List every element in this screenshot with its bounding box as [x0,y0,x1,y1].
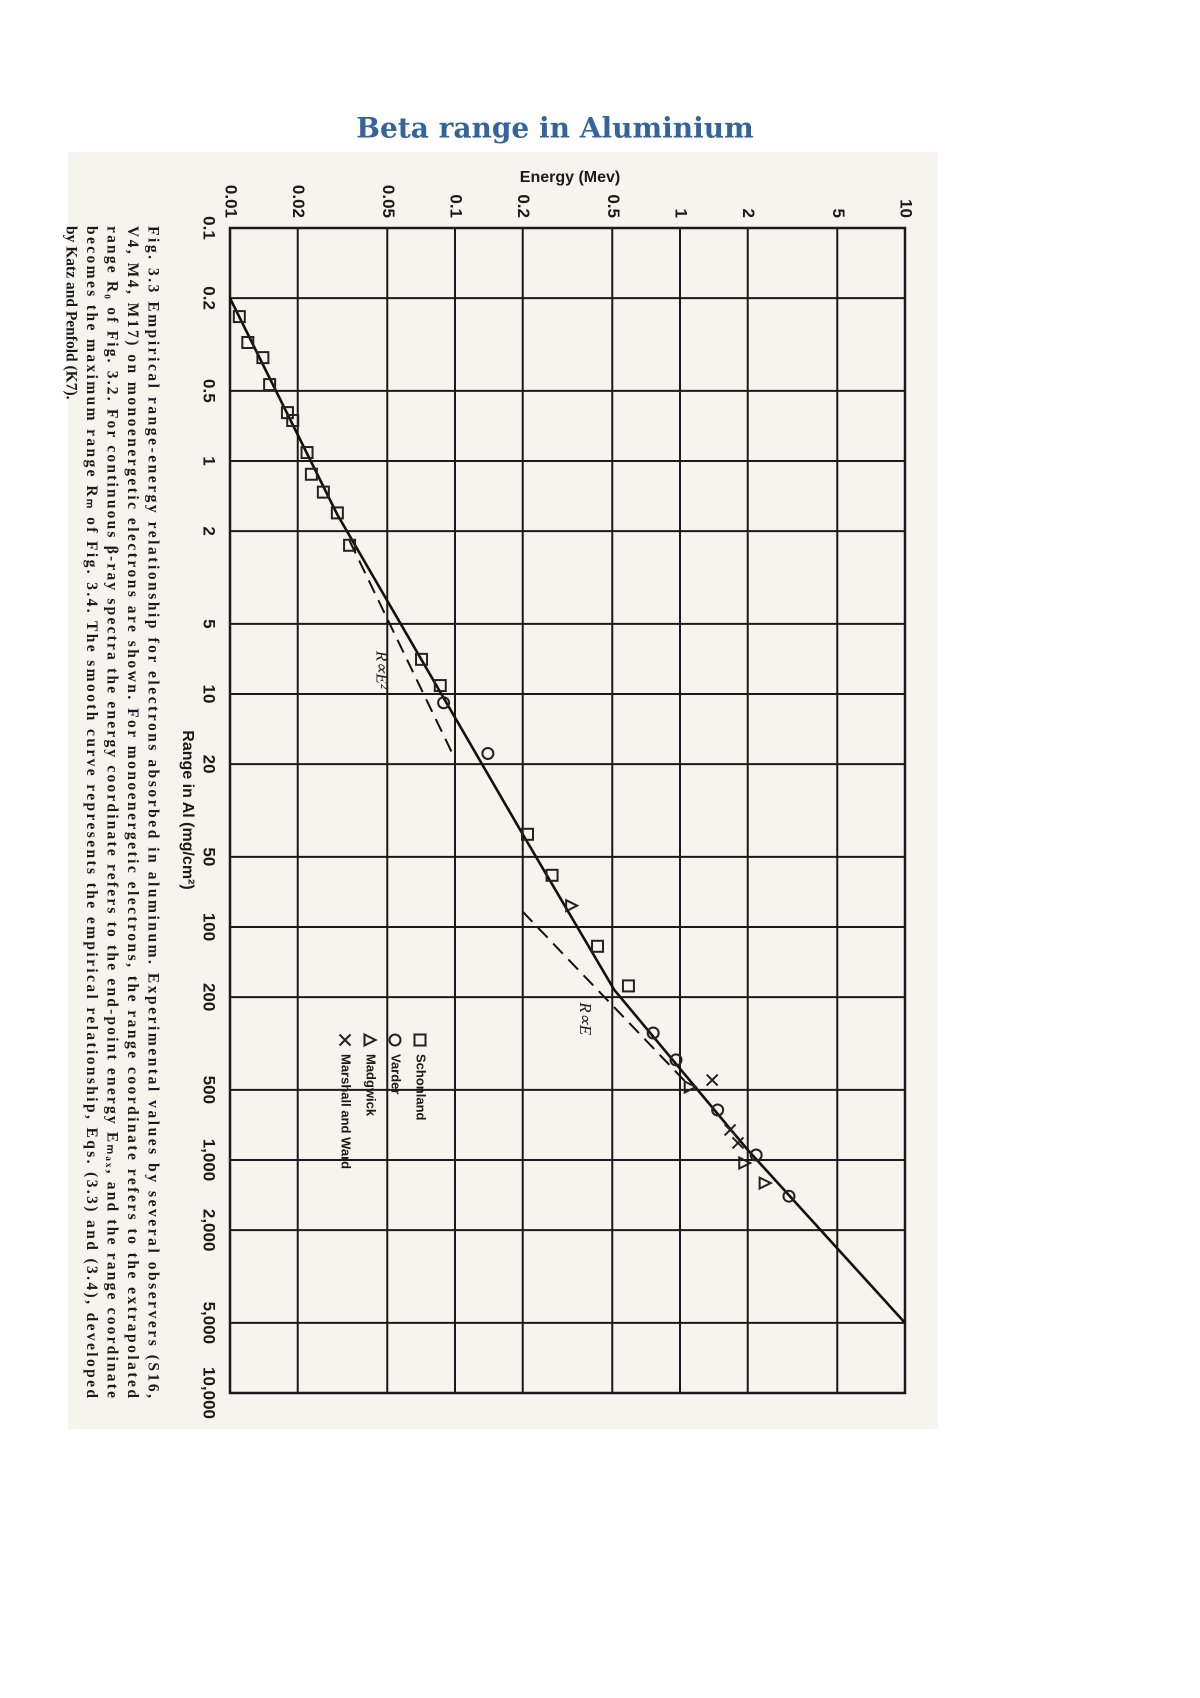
x-tick-label: 0.5 [200,379,219,403]
x-tick-label: 5 [200,619,219,628]
x-tick-label: 5,000 [200,1302,219,1345]
y-tick-label: 0.2 [514,194,533,218]
legend-marker [363,1032,378,1048]
fit-curve [228,297,906,1324]
y-axis-title: Energy (Mev) [520,169,620,186]
data-point [723,1123,737,1137]
x-tick-label: 10 [200,685,219,704]
x-tick-label: 1,000 [200,1139,219,1182]
data-point [621,979,635,993]
data-point [749,1148,763,1162]
x-tick-label: 0.2 [200,286,219,310]
caption-line: V4, M4, M17) on monoenergetic electrons … [124,226,141,1398]
page-heading: Beta range in Aluminium [356,112,753,145]
x-tick-label: 100 [200,913,219,941]
data-point [232,310,246,324]
y-tick-label: 0.01 [222,185,241,218]
legend-marker [413,1033,427,1047]
fit-curve [522,911,691,1087]
caption-line: range R₀ of Fig. 3.2. For continuous β-r… [103,226,120,1398]
data-point [758,1175,773,1191]
caption-line: Fig. 3.3 Empirical range-energy relation… [144,226,161,1398]
legend-label: Varder [389,1054,404,1094]
data-point [520,827,534,841]
data-point [304,467,318,481]
data-point [545,868,559,882]
data-point [565,898,580,913]
data-point [711,1103,725,1117]
y-tick-label: 5 [829,209,848,218]
legend-label: Madgwick [364,1054,379,1117]
data-point [437,696,451,710]
data-point [646,1026,660,1040]
data-point [683,1079,698,1095]
data-point [263,378,277,392]
y-tick-label: 0.02 [289,185,308,218]
y-tick-label: 2 [739,209,758,218]
y-tick-label: 0.05 [379,185,398,218]
data-point [782,1189,796,1203]
fit-curve [348,540,456,760]
data-point [241,335,255,349]
x-tick-label: 10,000 [200,1367,219,1419]
x-tick-label: 20 [200,755,219,774]
data-point [433,679,447,693]
data-point [705,1073,719,1087]
x-tick-label: 2,000 [200,1209,219,1252]
y-tick-label: 0.5 [604,194,623,218]
legend-marker [338,1033,352,1047]
legend-label: Marshall and Ward [339,1054,354,1169]
x-tick-label: 2 [200,526,219,535]
data-point [591,939,605,953]
x-tick-label: 1 [200,456,219,465]
data-point [731,1136,745,1150]
y-tick-label: 1 [672,209,691,218]
x-tick-label: 50 [200,847,219,866]
data-point [738,1155,753,1171]
data-point [286,413,300,427]
x-tick-label: 200 [200,983,219,1011]
data-point [316,485,330,499]
data-point [256,351,270,365]
y-tick-label: 0.1 [447,194,466,218]
caption-line: by Katz and Penfold (K7). [62,226,79,400]
data-point [300,446,314,460]
x-tick-label: 500 [200,1076,219,1104]
curve-annotation: R∝E [576,1001,595,1036]
x-tick-label: 0.1 [200,216,219,240]
scan-background [68,152,938,1429]
data-point [669,1053,683,1067]
legend-label: Schonland [414,1054,429,1121]
data-point [330,506,344,520]
curve-annotation: R∝E² [372,650,391,690]
data-point [415,652,429,666]
data-point [481,746,495,760]
y-tick-label: 10 [897,199,916,218]
data-point [343,538,357,552]
x-axis-title: Range in Al (mg/cm²) [179,730,196,889]
legend-marker [388,1033,402,1047]
